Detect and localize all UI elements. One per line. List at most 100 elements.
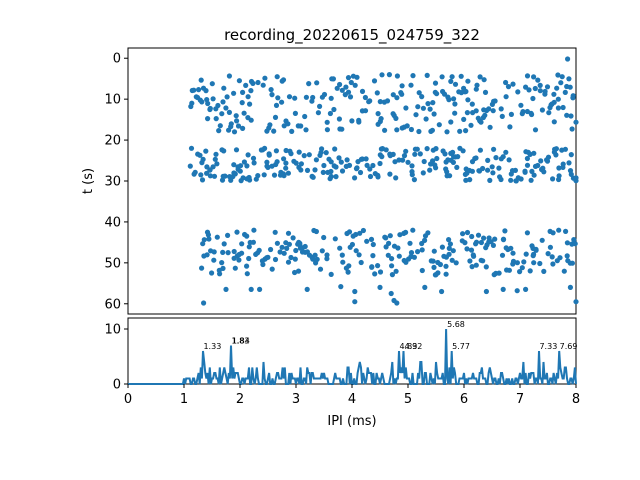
raster-point bbox=[410, 227, 416, 233]
raster-point bbox=[235, 123, 242, 129]
raster-point bbox=[303, 127, 309, 133]
raster-point bbox=[408, 250, 415, 256]
raster-point bbox=[303, 94, 309, 100]
raster-point bbox=[232, 171, 238, 177]
raster-point bbox=[285, 259, 292, 265]
raster-y-axis-label: t (s) bbox=[81, 168, 96, 194]
raster-point bbox=[405, 159, 411, 165]
raster-point bbox=[562, 146, 569, 152]
raster-point bbox=[345, 89, 352, 95]
raster-point bbox=[317, 266, 324, 272]
raster-point bbox=[390, 92, 396, 98]
raster-point bbox=[324, 119, 330, 125]
raster-point bbox=[245, 152, 251, 158]
raster-point bbox=[200, 156, 206, 162]
raster-point bbox=[360, 227, 366, 234]
raster-point bbox=[541, 169, 547, 175]
raster-point bbox=[469, 168, 475, 174]
raster-point bbox=[219, 111, 225, 117]
raster-point bbox=[343, 84, 349, 90]
raster-point bbox=[348, 79, 354, 86]
raster-point bbox=[529, 243, 535, 249]
histogram-x-tick-label: 8 bbox=[572, 392, 580, 407]
raster-point bbox=[441, 91, 448, 97]
raster-point bbox=[255, 173, 261, 179]
raster-point bbox=[221, 148, 227, 154]
raster-point bbox=[454, 164, 460, 170]
raster-point bbox=[417, 151, 423, 157]
raster-point bbox=[421, 158, 427, 165]
raster-point bbox=[555, 72, 561, 78]
raster-point bbox=[332, 236, 338, 242]
raster-point bbox=[323, 150, 329, 156]
raster-point bbox=[482, 112, 488, 118]
raster-point bbox=[527, 268, 533, 274]
raster-point bbox=[310, 174, 316, 180]
raster-point bbox=[198, 77, 204, 83]
raster-point bbox=[280, 171, 286, 177]
raster-point bbox=[285, 170, 291, 176]
raster-point bbox=[424, 146, 430, 152]
raster-point bbox=[199, 177, 206, 183]
raster-point bbox=[346, 229, 353, 235]
raster-y-tick-label: 20 bbox=[104, 134, 121, 149]
raster-point bbox=[564, 240, 571, 246]
raster-point bbox=[286, 94, 293, 100]
raster-point bbox=[450, 248, 456, 254]
raster-point bbox=[427, 167, 433, 173]
raster-point bbox=[493, 155, 499, 161]
raster-point bbox=[210, 96, 216, 102]
raster-point bbox=[321, 234, 327, 241]
raster-point bbox=[327, 110, 333, 117]
raster-point bbox=[236, 78, 242, 84]
raster-point bbox=[439, 244, 445, 250]
raster-point bbox=[245, 94, 251, 100]
raster-point bbox=[209, 81, 215, 87]
raster-point bbox=[328, 271, 334, 277]
raster-point bbox=[464, 246, 470, 252]
raster-point bbox=[573, 299, 579, 305]
raster-point bbox=[451, 96, 457, 102]
raster-point bbox=[377, 284, 383, 290]
raster-point bbox=[533, 246, 539, 252]
raster-point bbox=[345, 269, 351, 275]
raster-point bbox=[518, 176, 524, 182]
raster-point bbox=[203, 148, 209, 154]
raster-point bbox=[248, 286, 254, 292]
raster-point bbox=[422, 284, 428, 290]
raster-point bbox=[567, 168, 574, 174]
raster-point bbox=[460, 148, 466, 154]
raster-point bbox=[313, 157, 319, 163]
raster-point bbox=[211, 173, 218, 179]
raster-point bbox=[293, 247, 299, 254]
raster-point bbox=[545, 251, 551, 257]
raster-point bbox=[336, 155, 342, 161]
raster-point bbox=[512, 167, 519, 173]
raster-point bbox=[503, 149, 509, 155]
raster-point bbox=[508, 111, 514, 117]
raster-point bbox=[334, 85, 340, 91]
raster-point bbox=[517, 269, 523, 275]
raster-point bbox=[541, 268, 547, 274]
raster-point bbox=[387, 233, 393, 239]
raster-point bbox=[557, 255, 563, 261]
raster-point bbox=[556, 165, 562, 171]
raster-y-tick-label: 50 bbox=[104, 256, 121, 271]
raster-point bbox=[232, 265, 238, 271]
raster-point bbox=[328, 95, 334, 101]
raster-point bbox=[485, 167, 491, 173]
raster-point bbox=[491, 146, 497, 152]
raster-point bbox=[524, 73, 531, 79]
raster-point bbox=[302, 243, 308, 250]
raster-point bbox=[226, 109, 232, 115]
raster-point bbox=[485, 157, 491, 163]
raster-point bbox=[547, 244, 554, 250]
raster-point bbox=[377, 160, 383, 167]
raster-point bbox=[449, 257, 455, 263]
raster-point bbox=[333, 174, 339, 180]
raster-point bbox=[503, 94, 509, 100]
raster-point bbox=[531, 251, 537, 257]
raster-point bbox=[206, 236, 212, 242]
raster-point bbox=[356, 117, 362, 123]
raster-point bbox=[359, 88, 366, 94]
